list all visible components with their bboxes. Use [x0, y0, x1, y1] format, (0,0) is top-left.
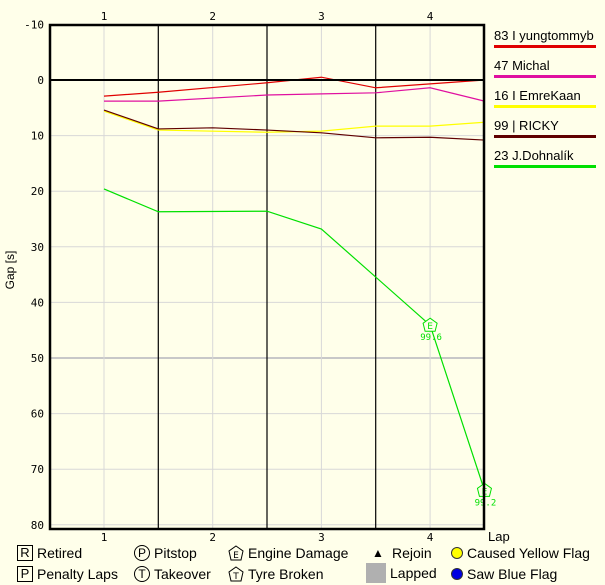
svg-text:3: 3: [318, 10, 325, 23]
svg-text:30: 30: [31, 241, 44, 254]
engine-damage-marker: E99.6: [420, 317, 442, 343]
legend-swatch: [494, 45, 596, 48]
svg-text:1: 1: [101, 531, 108, 544]
key-label: Takeover: [154, 566, 211, 582]
blue-flag-icon: [451, 568, 463, 580]
key-retired: R Retired: [17, 545, 82, 561]
key-label: Rejoin: [392, 545, 432, 561]
key-penalty: P Penalty Laps: [17, 566, 118, 582]
legend-label: 83 I yungtommyb: [494, 28, 594, 43]
key-blue-flag: Saw Blue Flag: [451, 566, 557, 582]
key-engine: E Engine Damage: [228, 545, 348, 561]
legend-swatch: [494, 165, 596, 168]
legend-label: 16 I EmreKaan: [494, 88, 581, 103]
legend-label: 47 Michal: [494, 58, 550, 73]
legend-label: 99 | RICKY: [494, 118, 559, 133]
svg-text:T: T: [232, 572, 239, 582]
legend-driver-99: 99 | RICKY: [494, 118, 596, 138]
key-takeover: T Takeover: [134, 566, 211, 582]
key-label: Pitstop: [154, 545, 197, 561]
svg-text:4: 4: [427, 10, 434, 23]
key-label: Lapped: [390, 565, 437, 581]
legend-label: 23 J.Dohnalík: [494, 148, 574, 163]
key-yellow-flag: Caused Yellow Flag: [451, 545, 590, 561]
svg-text:1: 1: [101, 10, 108, 23]
legend-driver-16: 16 I EmreKaan: [494, 88, 596, 108]
legend-driver-23: 23 J.Dohnalík: [494, 148, 596, 168]
svg-text:20: 20: [31, 185, 44, 198]
retired-icon: R: [17, 545, 33, 561]
legend-swatch: [494, 135, 596, 138]
svg-text:-10: -10: [24, 18, 44, 31]
key-tyre: T Tyre Broken: [228, 566, 323, 582]
svg-text:50: 50: [31, 352, 44, 365]
svg-text:E: E: [427, 322, 433, 332]
key-lapped: Lapped: [366, 563, 437, 583]
key-rejoin: ▲ Rejoin: [368, 545, 432, 561]
key-label: Caused Yellow Flag: [467, 545, 590, 561]
svg-text:10: 10: [31, 130, 44, 143]
takeover-icon: T: [134, 566, 150, 582]
rejoin-icon: ▲: [372, 546, 384, 560]
svg-text:Lap: Lap: [488, 529, 510, 544]
svg-text:Gap [s]: Gap [s]: [3, 251, 17, 290]
pitstop-icon: P: [134, 545, 150, 561]
legend-swatch: [494, 75, 596, 78]
yellow-flag-icon: [451, 547, 463, 559]
lapped-icon: [366, 563, 386, 583]
svg-text:0: 0: [37, 74, 44, 87]
svg-text:99.6: 99.6: [420, 333, 442, 343]
svg-text:3: 3: [318, 531, 325, 544]
engine-damage-icon: E: [228, 545, 244, 561]
legend-swatch: [494, 105, 596, 108]
svg-text:80: 80: [31, 519, 44, 532]
svg-text:99.2: 99.2: [475, 498, 497, 508]
svg-text:40: 40: [31, 296, 44, 309]
key-label: Engine Damage: [248, 545, 349, 561]
axes: -10 0 10 20 30 40 50 60 70 80 1 1 2 2 3 3 4 4 Gap [s] Lap: [3, 10, 510, 544]
key-label: Tyre Broken: [248, 566, 324, 582]
key-label: Retired: [37, 545, 83, 561]
svg-text:E: E: [233, 551, 239, 561]
penalty-icon: P: [17, 566, 33, 582]
key-label: Saw Blue Flag: [467, 566, 558, 582]
tyre-broken-icon: T: [228, 566, 244, 582]
svg-text:70: 70: [31, 463, 44, 476]
legend-driver-47: 47 Michal: [494, 58, 596, 78]
key-pitstop: P Pitstop: [134, 545, 197, 561]
svg-text:2: 2: [209, 531, 216, 544]
svg-text:2: 2: [209, 10, 216, 23]
engine-damage-marker: E99.2: [475, 482, 497, 508]
key-label: Penalty Laps: [37, 566, 118, 582]
legend-driver-83: 83 I yungtommyb: [494, 28, 596, 48]
svg-text:60: 60: [31, 408, 44, 421]
svg-text:4: 4: [427, 531, 434, 544]
